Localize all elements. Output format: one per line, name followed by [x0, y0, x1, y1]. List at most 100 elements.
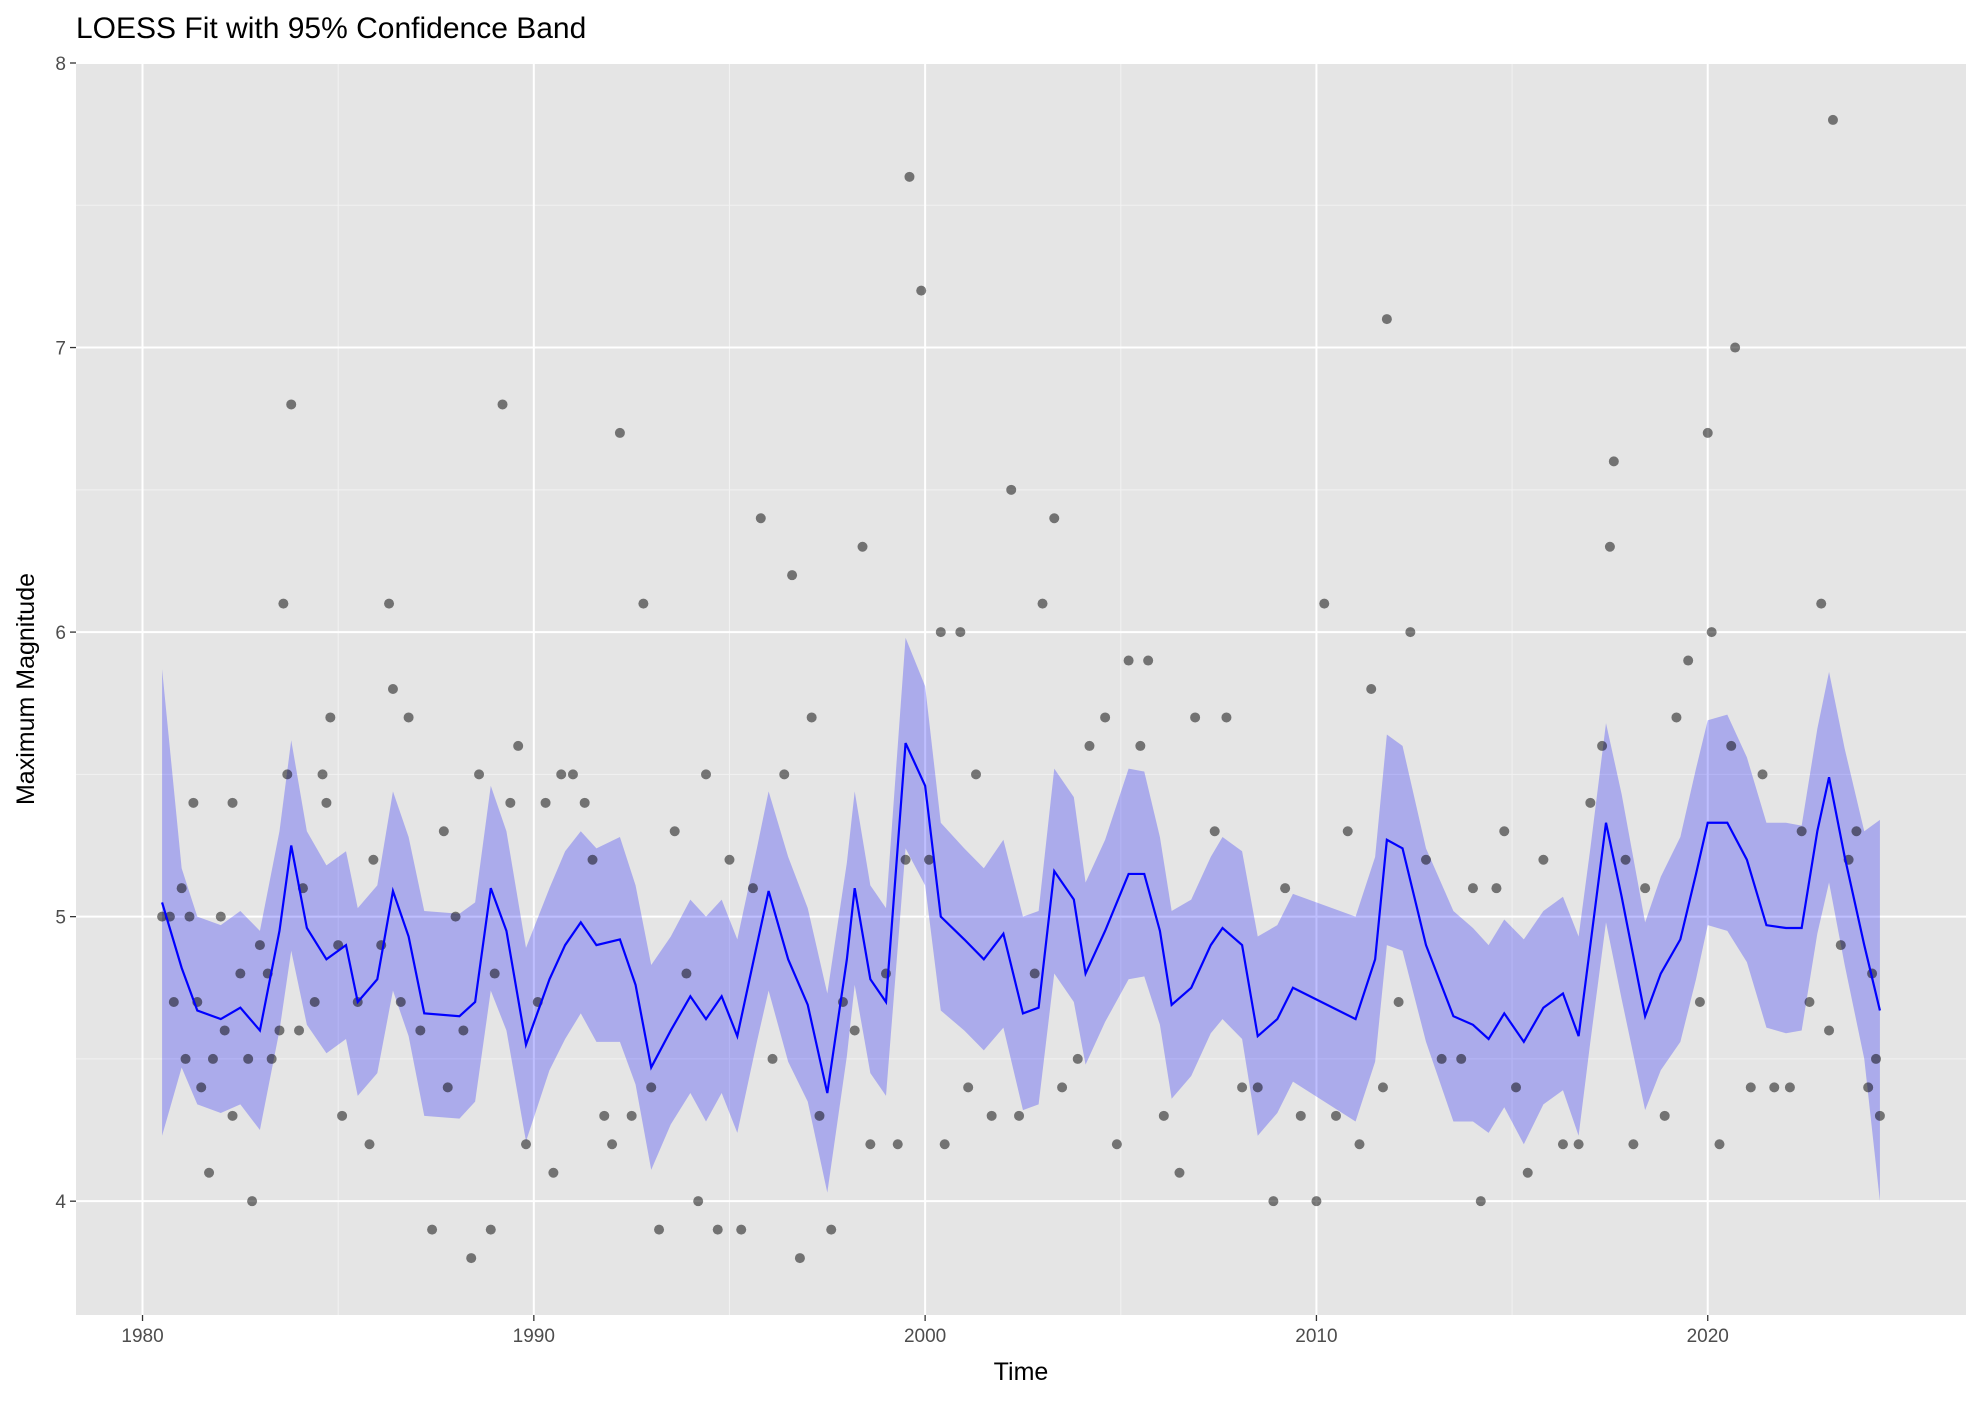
data-point	[282, 769, 293, 780]
data-point	[384, 598, 395, 609]
data-point	[333, 940, 344, 951]
data-point	[712, 1224, 723, 1235]
data-point	[1456, 1053, 1467, 1064]
data-point	[1491, 883, 1502, 894]
data-point	[939, 1139, 950, 1150]
data-point	[243, 1053, 254, 1064]
data-point	[1730, 342, 1741, 353]
data-point	[325, 712, 336, 723]
data-point	[1158, 1110, 1169, 1121]
data-point	[1381, 314, 1392, 325]
data-point	[1714, 1139, 1725, 1150]
data-point	[1499, 826, 1510, 837]
data-point	[1143, 655, 1154, 666]
data-point	[1331, 1110, 1341, 1121]
data-point	[1683, 655, 1694, 666]
data-point	[826, 1224, 837, 1235]
data-point	[403, 712, 414, 723]
data-point	[1726, 740, 1737, 751]
data-point	[849, 1025, 860, 1036]
data-point	[916, 285, 927, 296]
data-point	[1111, 1139, 1122, 1150]
data-point	[701, 769, 711, 780]
data-point	[1874, 1110, 1885, 1121]
data-point	[971, 769, 981, 780]
data-point	[1014, 1110, 1025, 1121]
y-tick-label: 8	[55, 54, 66, 75]
data-point	[286, 399, 297, 410]
data-point	[278, 598, 289, 609]
data-point	[963, 1082, 974, 1093]
data-point	[1511, 1082, 1521, 1093]
data-point	[892, 1139, 903, 1150]
data-point	[1863, 1082, 1874, 1093]
data-point	[485, 1224, 496, 1235]
data-point	[1475, 1196, 1486, 1207]
data-point	[904, 171, 915, 182]
data-point	[1557, 1139, 1568, 1150]
data-point	[1174, 1167, 1185, 1178]
data-point	[1467, 883, 1478, 894]
data-point	[1123, 655, 1134, 666]
data-point	[1295, 1110, 1306, 1121]
data-point	[450, 911, 461, 922]
data-point	[579, 797, 590, 808]
data-point	[489, 968, 500, 979]
data-point	[321, 797, 332, 808]
data-point	[1597, 740, 1608, 751]
data-point	[1538, 854, 1549, 865]
data-point	[1573, 1139, 1584, 1150]
data-point	[1252, 1082, 1263, 1093]
x-tick-label: 2020	[1687, 1326, 1729, 1347]
loess-line	[161, 742, 1881, 1094]
data-point	[415, 1025, 426, 1036]
data-point	[1702, 427, 1713, 438]
y-axis-label: Maximum Magnitude	[12, 573, 40, 805]
data-point	[548, 1167, 559, 1178]
data-point	[1824, 1025, 1835, 1036]
y-tick-label: 4	[55, 1192, 66, 1213]
data-point	[626, 1110, 637, 1121]
data-point	[638, 598, 649, 609]
data-point	[1620, 854, 1631, 865]
data-point	[184, 911, 195, 922]
data-point	[767, 1053, 778, 1064]
data-point	[497, 399, 508, 410]
data-point	[1190, 712, 1201, 723]
data-point	[1745, 1082, 1756, 1093]
data-point	[1209, 826, 1220, 837]
data-point	[227, 1110, 238, 1121]
data-point	[235, 968, 246, 979]
data-point	[646, 1082, 657, 1093]
data-point	[1280, 883, 1291, 894]
data-point	[1608, 456, 1619, 467]
data-point	[180, 1053, 191, 1064]
data-point	[1522, 1167, 1533, 1178]
x-axis-label: Time	[994, 1358, 1049, 1386]
data-point	[1100, 712, 1111, 723]
plot-panel	[76, 63, 1966, 1315]
data-point	[1405, 627, 1416, 638]
data-point	[1659, 1110, 1670, 1121]
data-point	[857, 541, 868, 552]
data-point	[427, 1224, 438, 1235]
data-point	[669, 826, 680, 837]
data-point	[1796, 826, 1807, 837]
x-tick-label: 2000	[904, 1326, 946, 1347]
data-point	[1757, 769, 1768, 780]
data-point	[1628, 1139, 1639, 1150]
data-point	[607, 1139, 618, 1150]
data-point	[1694, 997, 1705, 1007]
data-point	[1640, 883, 1651, 894]
data-point	[309, 997, 320, 1007]
data-point	[681, 968, 692, 979]
data-point	[1354, 1139, 1365, 1150]
data-point	[294, 1025, 305, 1036]
x-tick-label: 1980	[121, 1326, 163, 1347]
data-point	[693, 1196, 704, 1207]
data-point	[505, 797, 516, 808]
data-point	[1049, 513, 1060, 524]
data-point	[1769, 1082, 1780, 1093]
data-point	[747, 883, 758, 894]
